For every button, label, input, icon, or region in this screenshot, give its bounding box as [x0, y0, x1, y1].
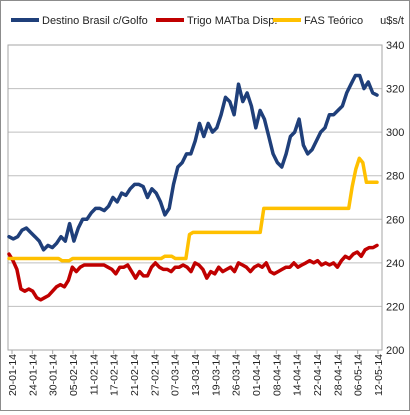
- x-axis: 20-01-14 24-01-14 30-01-14 05-02-14 11-02-14…: [7, 350, 385, 396]
- y-tick-label-0: 200: [386, 345, 404, 357]
- x-tick-label-13: 08-04-14: [271, 354, 283, 396]
- x-tick-label-6: 21-02-14: [129, 354, 141, 396]
- series-line-0: [7, 73, 379, 252]
- y-axis: 200 220 240 260 280 300 320 340: [386, 40, 404, 357]
- x-tick-label-8: 07-03-14: [170, 354, 182, 396]
- y-tick-label-3: 260: [386, 214, 404, 226]
- series-line-2: [7, 156, 379, 263]
- x-tick-label-3: 05-02-14: [68, 354, 80, 396]
- y-tick-label-1: 220: [386, 301, 404, 313]
- x-tick-label-5: 17-02-14: [109, 354, 121, 396]
- y-tick-label-2: 240: [386, 258, 404, 270]
- unit-label: u$s/t: [380, 15, 404, 27]
- x-tick-label-18: 12-05-14: [373, 354, 385, 396]
- x-tick-label-16: 28-04-14: [332, 354, 344, 396]
- gridlines: [7, 44, 383, 351]
- plot-series: [7, 73, 379, 302]
- y-tick-label-4: 280: [386, 171, 404, 183]
- legend-label-0: Destino Brasil c/Golfo: [42, 15, 148, 27]
- plot-border: [7, 44, 383, 351]
- legend-label-2: FAS Teórico: [304, 15, 363, 27]
- x-tick-label-1: 24-01-14: [27, 354, 39, 396]
- x-tick-label-2: 30-01-14: [48, 354, 60, 396]
- x-tick-label-7: 27-02-14: [149, 354, 161, 396]
- x-tick-label-12: 01-04-14: [251, 354, 263, 396]
- x-tick-label-15: 22-04-14: [312, 354, 324, 396]
- x-tick-label-10: 19-03-14: [210, 354, 222, 396]
- x-tick-label-9: 13-03-14: [190, 354, 202, 396]
- y-tick-label-5: 300: [386, 127, 404, 139]
- y-tick-label-6: 320: [386, 84, 404, 96]
- legend: Destino Brasil c/Golfo Trigo MATba Disp. F…: [11, 15, 363, 27]
- x-tick-label-14: 14-04-14: [292, 354, 304, 396]
- x-tick-label-11: 26-03-14: [231, 354, 243, 396]
- x-tick-label-0: 20-01-14: [7, 354, 19, 396]
- y-tick-label-7: 340: [386, 40, 404, 52]
- x-tick-label-4: 11-02-14: [88, 354, 100, 395]
- x-tick-label-17: 06-05-14: [353, 354, 365, 396]
- legend-label-1: Trigo MATba Disp.: [187, 15, 277, 27]
- series-line-1: [7, 243, 379, 302]
